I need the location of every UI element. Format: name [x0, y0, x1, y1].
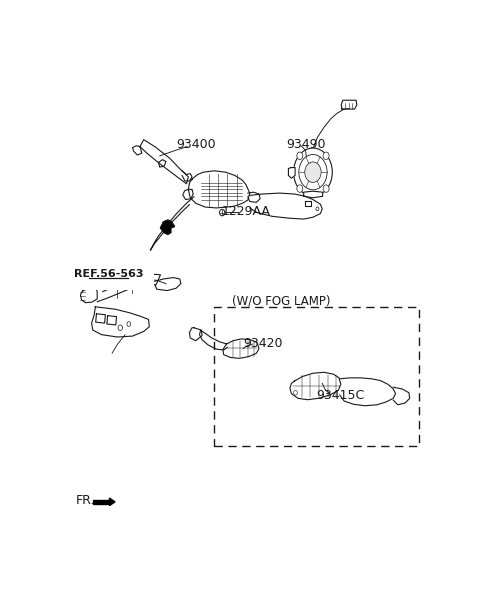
Text: 93400: 93400 — [176, 138, 216, 151]
Polygon shape — [340, 378, 396, 406]
Polygon shape — [132, 146, 142, 155]
Text: FR.: FR. — [76, 494, 95, 507]
Polygon shape — [96, 314, 106, 323]
Circle shape — [127, 321, 131, 326]
Polygon shape — [158, 160, 166, 167]
Circle shape — [294, 390, 297, 395]
Polygon shape — [81, 288, 97, 303]
Polygon shape — [290, 372, 341, 400]
Polygon shape — [97, 274, 160, 302]
Circle shape — [219, 209, 225, 216]
Circle shape — [118, 325, 122, 330]
Polygon shape — [248, 192, 260, 203]
Polygon shape — [183, 189, 193, 200]
Text: (W/O FOG LAMP): (W/O FOG LAMP) — [232, 294, 331, 308]
Polygon shape — [182, 171, 192, 181]
Polygon shape — [160, 220, 175, 235]
Polygon shape — [305, 201, 311, 206]
Polygon shape — [93, 500, 109, 504]
Text: 93420: 93420 — [243, 338, 283, 350]
Polygon shape — [109, 498, 115, 505]
Polygon shape — [140, 140, 188, 184]
Circle shape — [323, 185, 329, 192]
Polygon shape — [107, 315, 117, 325]
Polygon shape — [288, 168, 295, 178]
Circle shape — [294, 148, 332, 197]
Polygon shape — [223, 339, 259, 358]
Circle shape — [305, 162, 321, 182]
Polygon shape — [393, 387, 410, 405]
Text: 93490: 93490 — [286, 138, 325, 151]
Circle shape — [299, 154, 327, 190]
Text: 1229AA: 1229AA — [222, 205, 270, 218]
Polygon shape — [190, 328, 202, 341]
Polygon shape — [150, 197, 194, 250]
Text: REF.56-563: REF.56-563 — [73, 270, 143, 279]
Circle shape — [297, 152, 303, 159]
Bar — [215, 307, 419, 446]
Polygon shape — [341, 100, 357, 109]
Polygon shape — [200, 330, 228, 350]
Circle shape — [316, 207, 319, 210]
Polygon shape — [304, 191, 323, 198]
Circle shape — [323, 152, 329, 159]
Circle shape — [297, 185, 303, 192]
Text: 93415C: 93415C — [317, 388, 365, 402]
Polygon shape — [123, 267, 140, 276]
Polygon shape — [92, 307, 149, 337]
Polygon shape — [188, 171, 250, 208]
Polygon shape — [155, 277, 181, 291]
Polygon shape — [250, 193, 322, 219]
